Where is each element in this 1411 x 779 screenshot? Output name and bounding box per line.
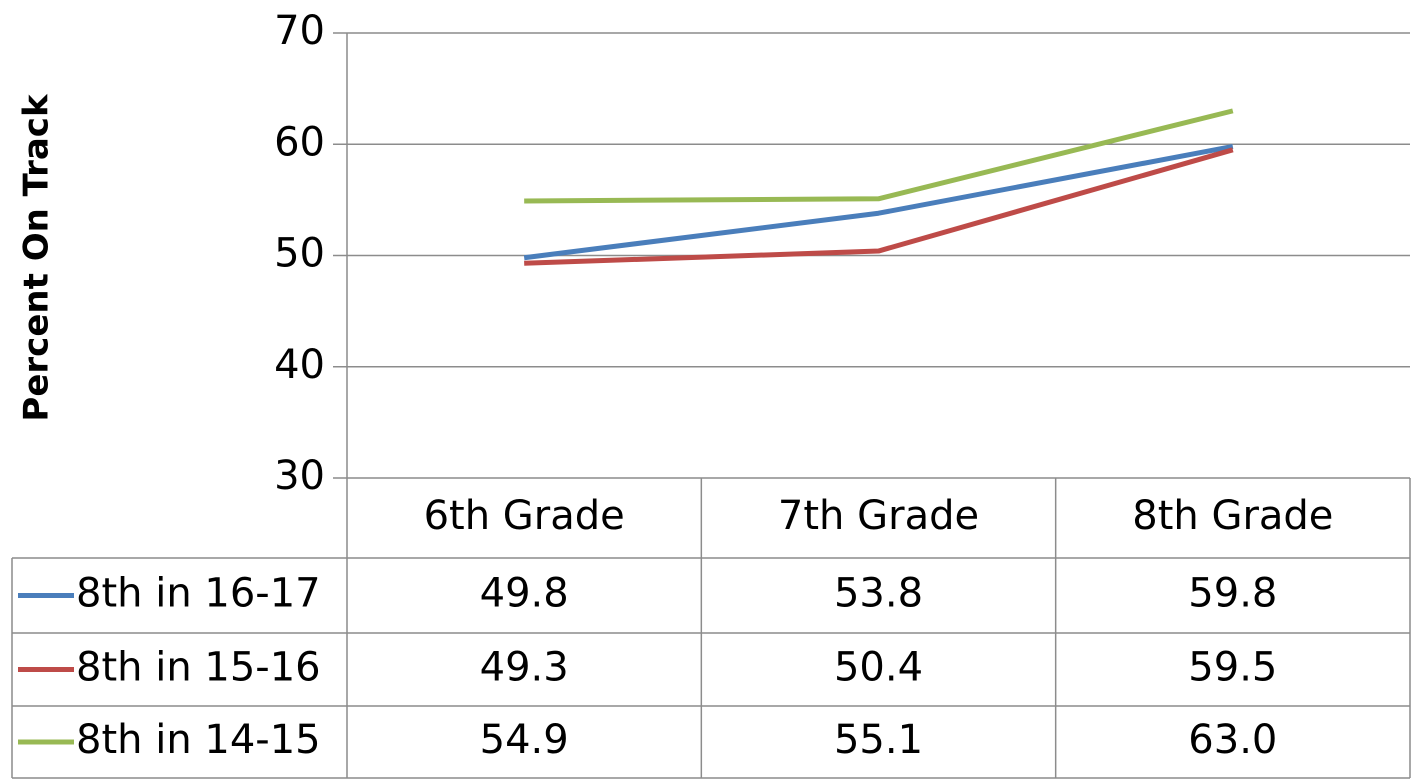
table-value: 49.3 [480, 645, 569, 691]
table-value: 53.8 [834, 571, 923, 617]
table-value: 59.8 [1188, 571, 1277, 617]
y-tick-label: 50 [274, 231, 325, 277]
legend-label: 8th in 15-16 [76, 645, 321, 691]
x-tick-label: 8th Grade [1132, 493, 1333, 539]
table-value: 49.8 [480, 571, 569, 617]
y-tick-label: 40 [274, 342, 325, 388]
x-tick-label: 7th Grade [778, 493, 979, 539]
series-line [524, 108, 1234, 204]
x-tick-label: 6th Grade [424, 493, 625, 539]
table-value: 55.1 [834, 717, 923, 763]
series-line [523, 144, 1234, 261]
y-tick-label: 30 [274, 453, 325, 499]
y-tick-label: 70 [274, 8, 325, 54]
series-line [524, 147, 1234, 266]
legend-label: 8th in 14-15 [76, 717, 321, 763]
table-value: 59.5 [1188, 645, 1277, 691]
y-tick-label: 60 [274, 119, 325, 165]
table-value: 63.0 [1188, 717, 1277, 763]
y-axis-title: Percent On Track [17, 93, 57, 422]
legend-label: 8th in 16-17 [76, 571, 321, 617]
table-value: 50.4 [834, 645, 923, 691]
table-value: 54.9 [480, 717, 569, 763]
